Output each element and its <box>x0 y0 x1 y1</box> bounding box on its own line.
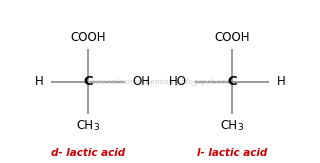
Text: d- lactic acid: d- lactic acid <box>51 148 125 158</box>
Text: 3: 3 <box>93 123 99 132</box>
Text: www.entrancechemistry.blogspot.com: www.entrancechemistry.blogspot.com <box>87 77 233 86</box>
Text: 3: 3 <box>237 123 243 132</box>
Text: OH: OH <box>133 75 151 88</box>
Text: H: H <box>277 75 285 88</box>
Text: HO: HO <box>169 75 187 88</box>
Text: H: H <box>35 75 43 88</box>
Text: C: C <box>227 75 237 88</box>
Text: COOH: COOH <box>70 31 106 44</box>
Text: C: C <box>83 75 93 88</box>
Text: CH: CH <box>76 119 93 132</box>
Text: l- lactic acid: l- lactic acid <box>197 148 267 158</box>
Text: COOH: COOH <box>214 31 250 44</box>
Text: CH: CH <box>220 119 237 132</box>
